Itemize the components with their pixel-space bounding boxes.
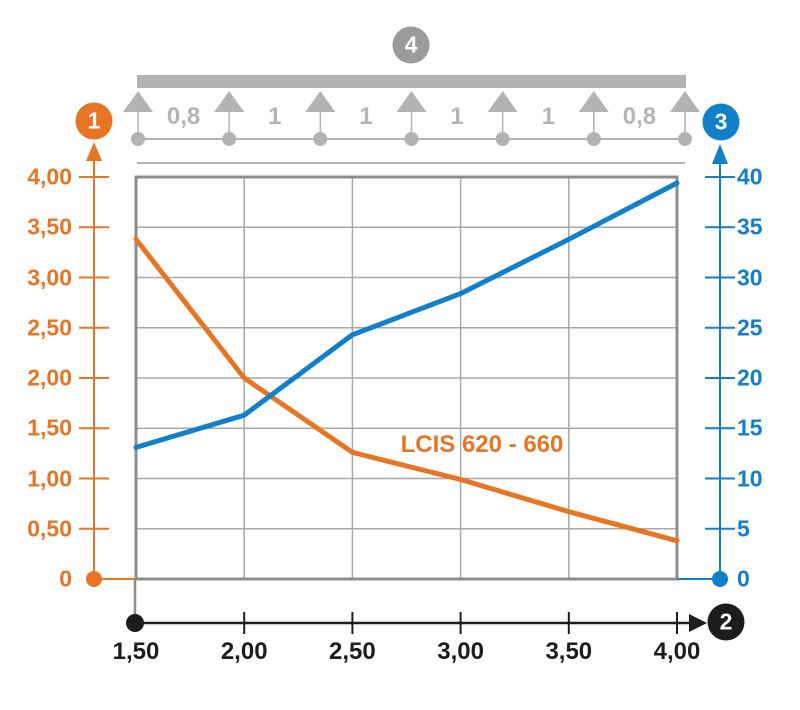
plot-border (134, 175, 679, 581)
left-axis-tick-label: 0,50 (27, 515, 72, 542)
series-label: LCIS 620 - 660 (400, 431, 564, 458)
support-triangle (123, 91, 153, 112)
diagram-marker-4-badge: 4 (392, 26, 430, 64)
span-length-label: 1 (541, 103, 555, 130)
x-axis-tick-label: 2,00 (220, 638, 268, 665)
right-axis-arrow (712, 144, 728, 164)
orange-curve-marker-1 (133, 236, 680, 544)
blue-curve-marker-3 (133, 180, 680, 450)
x-axis-tick-label: 4,00 (653, 638, 701, 665)
support-triangle (578, 91, 609, 112)
support-node-dot (131, 132, 145, 146)
support-node-dot (313, 132, 328, 146)
span-length-label: 0,8 (622, 103, 657, 130)
x-axis-origin-dot (126, 614, 144, 632)
x-axis-arrow (689, 614, 707, 632)
left-axis-tick-label: 0 (59, 565, 72, 592)
left-axis-tick-label: 4,00 (27, 163, 72, 190)
support-node-dot (404, 132, 419, 146)
support-triangle (396, 91, 427, 112)
right-axis-tick-label: 25 (737, 314, 763, 341)
right-axis-origin-dot (712, 571, 728, 587)
x-axis-tick-label: 3,00 (437, 638, 484, 665)
span-length-label: 0,8 (166, 103, 201, 130)
support-triangle (214, 91, 245, 112)
span-length-label: 1 (268, 103, 282, 130)
right-axis-tick-label: 35 (737, 213, 763, 240)
support-triangle (305, 91, 336, 112)
left-axis-tick-label: 3,00 (27, 264, 72, 290)
x-axis-tick-label: 2,50 (329, 638, 376, 665)
left-axis-origin-dot (86, 571, 102, 587)
x-axis-tick-label: 1,50 (112, 638, 160, 665)
support-node-dot (586, 132, 601, 146)
x-axis-tick-label: 3,50 (545, 638, 593, 665)
span-length-label: 1 (450, 103, 464, 130)
right-axis-tick-label: 0 (737, 565, 750, 592)
left-axis-tick-label: 2,00 (27, 364, 72, 391)
support-triangle (670, 91, 700, 112)
span-length-label: 1 (359, 103, 373, 130)
support-node-dot (222, 132, 237, 146)
right-axis-tick-label: 15 (737, 414, 763, 441)
right-axis-tick-label: 10 (737, 465, 763, 491)
support-triangle (487, 91, 518, 112)
right-axis-tick-label: 40 (737, 163, 763, 190)
left-axis-arrow (86, 142, 102, 161)
left-axis-tick-label: 3,50 (27, 213, 72, 240)
left-axis-tick-label: 2,50 (27, 314, 72, 341)
left-axis-tick-label: 1,00 (27, 465, 72, 491)
left-axis-tick-label: 1,50 (27, 414, 72, 441)
x-axis-marker-2-badge: 2 (707, 603, 745, 641)
beam-bar (137, 75, 686, 88)
right-axis-marker-3-badge: 3 (702, 103, 740, 141)
support-node-dot (495, 132, 510, 146)
right-axis-tick-label: 5 (737, 515, 750, 542)
right-axis-tick-label: 20 (737, 364, 763, 391)
support-node-dot (678, 132, 692, 146)
right-axis-tick-label: 30 (737, 264, 763, 290)
left-axis-marker-1-badge: 1 (75, 102, 113, 140)
